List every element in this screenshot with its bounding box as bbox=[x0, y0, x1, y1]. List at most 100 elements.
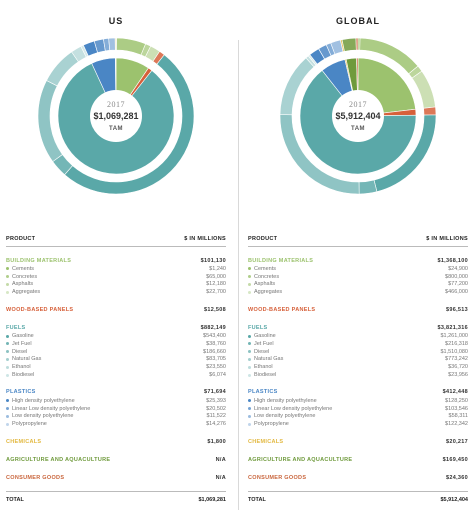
subcategory-label: Ethanol bbox=[254, 364, 273, 371]
legend-dot-icon bbox=[248, 407, 251, 411]
total-label: TOTAL bbox=[6, 497, 24, 504]
global-subcategory-row-aggregates: Aggregates $466,000 bbox=[248, 288, 468, 296]
global-subcategory-row-cements: Cements $24,900 bbox=[248, 265, 468, 273]
category-label: WOOD-BASED PANELS bbox=[6, 306, 74, 313]
subcategory-value: $24,900 bbox=[448, 265, 468, 272]
subcategory-label: Natural Gas bbox=[12, 356, 42, 363]
subcategory-label-group: Jet Fuel bbox=[248, 341, 274, 347]
subcategory-value: $23,550 bbox=[206, 364, 226, 371]
us-subcategory-row-polypropylene: Polypropylene $14,276 bbox=[6, 420, 226, 428]
us-ring-polypropylene bbox=[108, 37, 116, 51]
subcategory-value: $1,240 bbox=[209, 265, 226, 272]
global-table-header: PRODUCT $ IN MILLIONS bbox=[248, 236, 468, 247]
global-ring-jet-fuel bbox=[358, 179, 378, 195]
category-label: FUELS bbox=[248, 324, 268, 331]
global-center-circle bbox=[332, 90, 384, 142]
us-subcategory-row-linear-low-density-polyethylene: Linear Low density polyethylene $20,502 bbox=[6, 405, 226, 413]
subcategory-value: $65,000 bbox=[206, 273, 226, 280]
category-value: $1,368,100 bbox=[437, 257, 468, 264]
global-donut-chart: 2017 $5,912,404 TAM bbox=[279, 37, 437, 195]
subcategory-label-group: Biodiesel bbox=[248, 372, 276, 378]
legend-dot-icon bbox=[6, 407, 9, 411]
subcategory-value: $22,700 bbox=[206, 289, 226, 296]
legend-dot-icon bbox=[6, 350, 9, 354]
subcategory-label-group: Concretes bbox=[248, 274, 279, 280]
legend-dot-icon bbox=[6, 290, 9, 294]
subcategory-label-group: Low density polyethylene bbox=[6, 413, 73, 419]
legend-dot-icon bbox=[248, 357, 251, 361]
subcategory-label-group: Asphalts bbox=[248, 281, 275, 287]
subcategory-label: Gasoline bbox=[254, 333, 276, 340]
legend-dot-icon bbox=[248, 267, 251, 271]
global-table: PRODUCT $ IN MILLIONS BUILDING MATERIALS $1… bbox=[248, 236, 468, 503]
subcategory-value: $773,242 bbox=[445, 356, 468, 363]
us-category-row-chemicals: CHEMICALS $1,800 bbox=[6, 437, 226, 446]
us-subcategory-row-jet-fuel: Jet Fuel $38,760 bbox=[6, 340, 226, 348]
global-subcategory-row-jet-fuel: Jet Fuel $216,318 bbox=[248, 340, 468, 348]
category-value: $1,800 bbox=[207, 438, 226, 445]
us-center-circle bbox=[90, 90, 142, 142]
category-label: PLASTICS bbox=[248, 389, 278, 396]
subcategory-label-group: High density polyethylene bbox=[6, 398, 75, 404]
global-category-row-chemicals: CHEMICALS $20,217 bbox=[248, 437, 468, 446]
category-value: N/A bbox=[215, 474, 226, 481]
global-category-row-wood-based-panels: WOOD-BASED PANELS $96,513 bbox=[248, 305, 468, 314]
subcategory-label: Diesel bbox=[254, 348, 270, 355]
legend-dot-icon bbox=[6, 282, 9, 286]
panel-divider bbox=[238, 40, 239, 510]
category-label: AGRICULTURE AND AQUACULTURE bbox=[248, 456, 353, 463]
us-category-row-wood-based-panels: WOOD-BASED PANELS $12,508 bbox=[6, 305, 226, 314]
subcategory-label-group: Diesel bbox=[6, 349, 27, 355]
subcategory-value: $38,760 bbox=[206, 340, 226, 347]
us-center-value: $1,069,281 bbox=[93, 111, 138, 121]
subcategory-value: $25,393 bbox=[206, 397, 226, 404]
subcategory-value: $11,522 bbox=[206, 413, 226, 420]
legend-dot-icon bbox=[6, 422, 9, 426]
legend-dot-icon bbox=[6, 365, 9, 369]
category-label: CONSUMER GOODS bbox=[248, 474, 307, 481]
subcategory-label: Asphalts bbox=[254, 281, 276, 288]
subcategory-label: Concretes bbox=[12, 273, 38, 280]
legend-dot-icon bbox=[6, 267, 9, 271]
subcategory-value: $6,074 bbox=[209, 372, 226, 379]
global-category-row-consumer-goods: CONSUMER GOODS $24,360 bbox=[248, 473, 468, 482]
us-subcategory-row-natural-gas: Natural Gas $83,705 bbox=[6, 356, 226, 364]
subcategory-value: $800,000 bbox=[445, 273, 468, 280]
subcategory-label: Asphalts bbox=[12, 281, 34, 288]
category-label: WOOD-BASED PANELS bbox=[248, 306, 316, 313]
subcategory-label-group: Aggregates bbox=[248, 289, 282, 295]
subcategory-label-group: Concretes bbox=[6, 274, 37, 280]
subcategory-label-group: Low density polyethylene bbox=[248, 413, 315, 419]
subcategory-value: $36,720 bbox=[448, 364, 468, 371]
legend-dot-icon bbox=[248, 414, 251, 418]
us-subcategory-row-concretes: Concretes $65,000 bbox=[6, 273, 226, 281]
us-subcategory-row-ethanol: Ethanol $23,550 bbox=[6, 363, 226, 371]
subcategory-label: Concretes bbox=[254, 273, 280, 280]
global-ring-agriculture-and-aquaculture bbox=[341, 37, 357, 52]
subcategory-label-group: Diesel bbox=[248, 349, 269, 355]
global-panel: GLOBAL 2017 $5,912,404 TAM PRODUCT $ IN MIL… bbox=[248, 0, 468, 517]
category-label: BUILDING MATERIALS bbox=[248, 257, 314, 264]
subcategory-value: $14,276 bbox=[206, 421, 226, 428]
us-category-row-plastics: PLASTICS $71,694 bbox=[6, 388, 226, 397]
global-total-row: TOTAL $5,912,404 bbox=[248, 491, 468, 503]
category-value: $412,448 bbox=[442, 389, 468, 396]
global-subcategory-row-linear-low-density-polyethylene: Linear Low density polyethylene $103,546 bbox=[248, 405, 468, 413]
product-column-header: PRODUCT bbox=[6, 236, 36, 242]
us-subcategory-row-diesel: Diesel $186,660 bbox=[6, 348, 226, 356]
subcategory-value: $128,250 bbox=[445, 397, 468, 404]
category-label: BUILDING MATERIALS bbox=[6, 257, 72, 264]
legend-dot-icon bbox=[6, 357, 9, 361]
category-value: $96,513 bbox=[446, 306, 468, 313]
subcategory-label: High density polyethylene bbox=[12, 397, 75, 404]
global-ring-wood-based-panels bbox=[423, 106, 437, 116]
subcategory-value: $58,311 bbox=[448, 413, 468, 420]
category-label: FUELS bbox=[6, 324, 26, 331]
legend-dot-icon bbox=[248, 334, 251, 338]
total-value: $1,069,281 bbox=[198, 497, 226, 504]
global-center-year: 2017 bbox=[349, 100, 367, 109]
subcategory-label-group: Ethanol bbox=[248, 364, 273, 370]
subcategory-value: $83,705 bbox=[206, 356, 226, 363]
units-column-header: $ IN MILLIONS bbox=[184, 236, 226, 242]
us-donut-chart: 2017 $1,069,281 TAM bbox=[37, 37, 195, 195]
